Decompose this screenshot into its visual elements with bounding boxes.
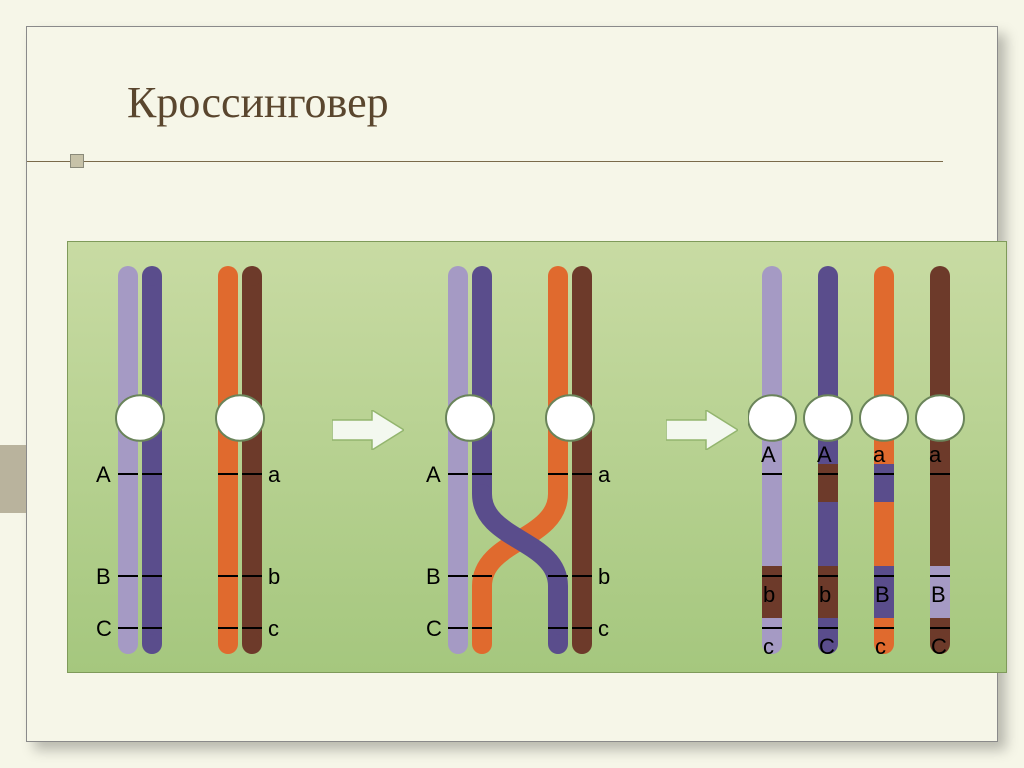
arrow-icon bbox=[332, 410, 404, 450]
svg-text:A: A bbox=[817, 442, 832, 467]
svg-text:B: B bbox=[426, 564, 441, 589]
svg-text:b: b bbox=[268, 564, 280, 589]
left-stripe-decoration bbox=[0, 445, 26, 513]
svg-text:C: C bbox=[931, 634, 947, 659]
slide-frame: Кроссинговер A B Ca b c A B Ca b c Ab c Ab Ca Bc a B C bbox=[26, 26, 998, 742]
svg-text:B: B bbox=[875, 582, 890, 607]
svg-text:c: c bbox=[268, 616, 279, 641]
svg-text:B: B bbox=[931, 582, 946, 607]
svg-text:A: A bbox=[426, 462, 441, 487]
stage-crossing: A B Ca b c bbox=[418, 242, 658, 674]
crossover-diagram: A B Ca b c A B Ca b c Ab c Ab Ca Bc a B C bbox=[67, 241, 1007, 673]
svg-text:b: b bbox=[598, 564, 610, 589]
svg-text:a: a bbox=[929, 442, 942, 467]
svg-text:A: A bbox=[96, 462, 111, 487]
svg-text:a: a bbox=[598, 462, 611, 487]
stage-before: A B Ca b c bbox=[88, 242, 328, 674]
title-underline bbox=[27, 161, 943, 162]
svg-text:c: c bbox=[598, 616, 609, 641]
slide-title: Кроссинговер bbox=[127, 77, 389, 128]
title-bullet bbox=[70, 154, 84, 168]
svg-text:b: b bbox=[819, 582, 831, 607]
svg-text:c: c bbox=[875, 634, 886, 659]
svg-text:a: a bbox=[268, 462, 281, 487]
svg-text:a: a bbox=[873, 442, 886, 467]
svg-text:C: C bbox=[819, 634, 835, 659]
svg-text:C: C bbox=[96, 616, 112, 641]
stage-after: Ab c Ab Ca Bc a B C bbox=[748, 242, 998, 674]
svg-text:b: b bbox=[763, 582, 775, 607]
svg-text:C: C bbox=[426, 616, 442, 641]
svg-text:A: A bbox=[761, 442, 776, 467]
svg-text:B: B bbox=[96, 564, 111, 589]
svg-text:c: c bbox=[763, 634, 774, 659]
arrow-icon bbox=[666, 410, 738, 450]
